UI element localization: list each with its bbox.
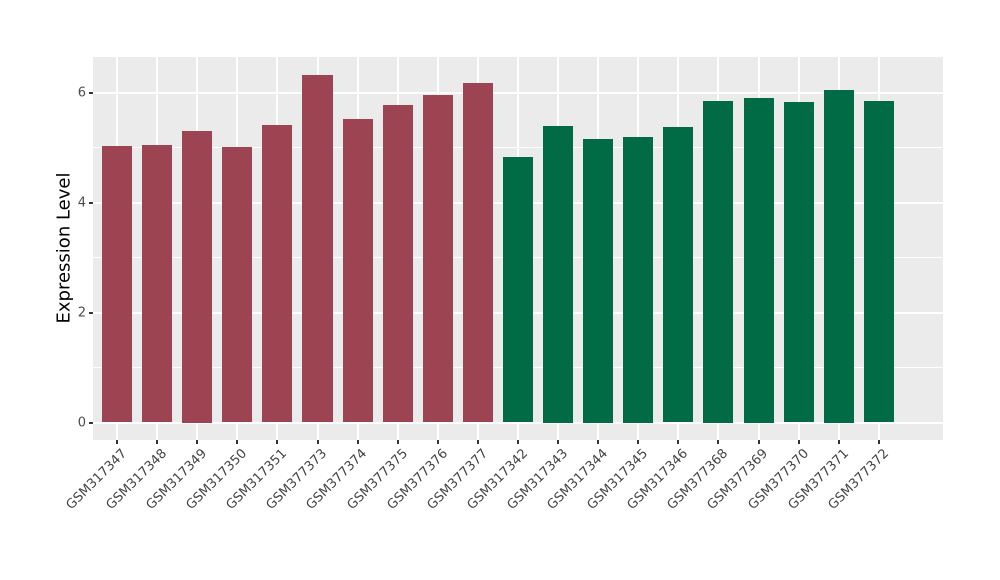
bar-GSM377370	[783, 102, 814, 423]
x-tick-mark	[877, 440, 880, 444]
bar-GSM317343	[543, 125, 574, 423]
bar-GSM317349	[182, 131, 213, 423]
bar-GSM317346	[663, 127, 694, 423]
x-tick-mark	[557, 440, 560, 444]
bar-GSM377369	[743, 98, 774, 423]
x-tick-mark	[156, 440, 159, 444]
x-tick-mark	[276, 440, 279, 444]
x-tick-mark	[116, 440, 119, 444]
plot-panel	[93, 57, 943, 440]
bar-GSM317344	[583, 139, 614, 423]
x-tick-mark	[476, 440, 479, 444]
x-tick-mark	[356, 440, 359, 444]
bar-GSM377374	[342, 118, 373, 423]
x-tick-mark	[597, 440, 600, 444]
bar-GSM377377	[462, 82, 493, 423]
x-tick-mark	[797, 440, 800, 444]
x-tick-mark	[717, 440, 720, 444]
x-tick-mark	[517, 440, 519, 444]
x-tick-mark	[637, 440, 640, 444]
y-tick-mark	[89, 311, 93, 314]
y-tick-mark	[89, 91, 93, 94]
bar-GSM317350	[222, 146, 253, 423]
bar-GSM317345	[623, 136, 654, 423]
x-tick-mark	[436, 440, 439, 444]
x-tick-mark	[677, 440, 680, 444]
y-tick-label: 2	[77, 305, 86, 320]
bar-GSM377373	[302, 74, 333, 423]
x-tick-mark	[837, 440, 840, 444]
x-tick-mark	[236, 440, 239, 444]
x-tick-mark	[757, 440, 760, 444]
x-tick-mark	[396, 440, 399, 444]
bar-GSM317348	[142, 145, 173, 423]
bar-GSM377368	[703, 100, 734, 423]
y-tick-mark	[89, 201, 93, 204]
bar-GSM377371	[823, 89, 854, 423]
y-tick-label: 0	[77, 415, 86, 430]
bar-GSM377376	[422, 94, 453, 423]
y-tick-label: 4	[77, 195, 86, 210]
x-tick-mark	[196, 440, 199, 444]
y-tick-mark	[89, 421, 93, 424]
bar-GSM377372	[863, 101, 894, 423]
bar-GSM317351	[262, 124, 293, 423]
bar-GSM377375	[382, 105, 413, 423]
bar-GSM317342	[502, 157, 534, 423]
bar-GSM317347	[102, 146, 133, 423]
x-tick-mark	[316, 440, 319, 444]
y-tick-label: 6	[77, 85, 86, 100]
